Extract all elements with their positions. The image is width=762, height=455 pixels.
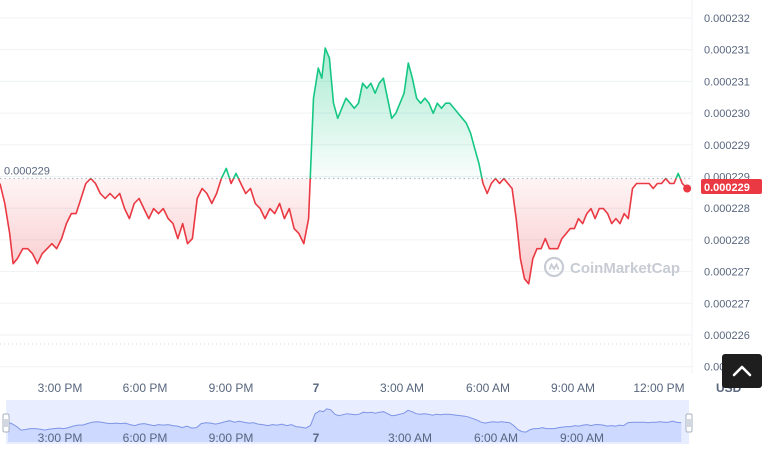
x-tick-label: 9:00 AM	[551, 381, 595, 395]
y-axis: 0.000232 0.000231 0.000231 0.000230 0.000229…	[704, 13, 750, 374]
x-tick-label: 3:00 AM	[380, 381, 424, 395]
current-price-label: 0.000229	[704, 182, 750, 194]
current-price-tag: 0.000229	[701, 179, 762, 194]
y-tick-label: 0.000226	[704, 330, 750, 342]
navigator-area	[8, 408, 682, 442]
x-tick-label: 9:00 PM	[209, 381, 254, 395]
navigator-tick-label: 9:00 AM	[560, 431, 604, 445]
y-tick-label: 0.000229	[704, 140, 750, 152]
area-down-fill	[0, 178, 688, 284]
x-tick-label: 6:00 AM	[466, 381, 510, 395]
watermark-text: CoinMarketCap	[570, 260, 680, 277]
price-line	[0, 47, 688, 285]
line-up-segment	[89, 47, 682, 179]
y-tick-label: 0.000230	[704, 108, 750, 120]
coinmarketcap-logo-icon	[543, 256, 565, 278]
baseline-label: 0.000229	[4, 165, 50, 177]
time-navigator[interactable]: 3:00 PM 6:00 PM 9:00 PM 7 3:00 AM 6:00 AM 9:00…	[2, 400, 693, 445]
navigator-left-handle[interactable]	[2, 413, 10, 433]
y-tick-label: 0.000228	[704, 235, 750, 247]
x-tick-label: 12:00 PM	[633, 381, 684, 395]
y-tick-label: 0.000227	[704, 267, 750, 279]
chevron-up-icon	[732, 365, 752, 377]
navigator-tick-label: 3:00 PM	[38, 431, 83, 445]
navigator-tick-label: 3:00 AM	[388, 431, 432, 445]
navigator-tick-label: 9:00 PM	[209, 431, 254, 445]
y-tick-label: 0.000227	[704, 298, 750, 310]
y-tick-label: 0.000232	[704, 13, 750, 25]
y-tick-label: 0.000231	[704, 45, 750, 57]
line-down-segment	[0, 178, 688, 285]
x-tick-label: 7	[313, 381, 320, 395]
navigator-tick-label: 6:00 PM	[123, 431, 168, 445]
navigator-tick-label: 6:00 AM	[474, 431, 518, 445]
navigator-tick-label: 7	[313, 431, 320, 445]
x-axis: 3:00 PM 6:00 PM 9:00 PM 7 3:00 AM 6:00 AM 9:00…	[38, 381, 685, 395]
price-area	[0, 48, 688, 284]
y-tick-label: 0.000231	[704, 76, 750, 88]
navigator-right-handle[interactable]	[685, 413, 693, 433]
area-up-fill	[221, 48, 681, 179]
x-tick-label: 3:00 PM	[38, 381, 83, 395]
navigator-line	[7, 408, 682, 433]
x-tick-label: 6:00 PM	[123, 381, 168, 395]
coinmarketcap-watermark: CoinMarketCap	[543, 256, 680, 278]
last-price-dot	[683, 184, 692, 193]
y-tick-label: 0.000228	[704, 203, 750, 215]
scroll-to-top-button[interactable]	[722, 354, 762, 388]
